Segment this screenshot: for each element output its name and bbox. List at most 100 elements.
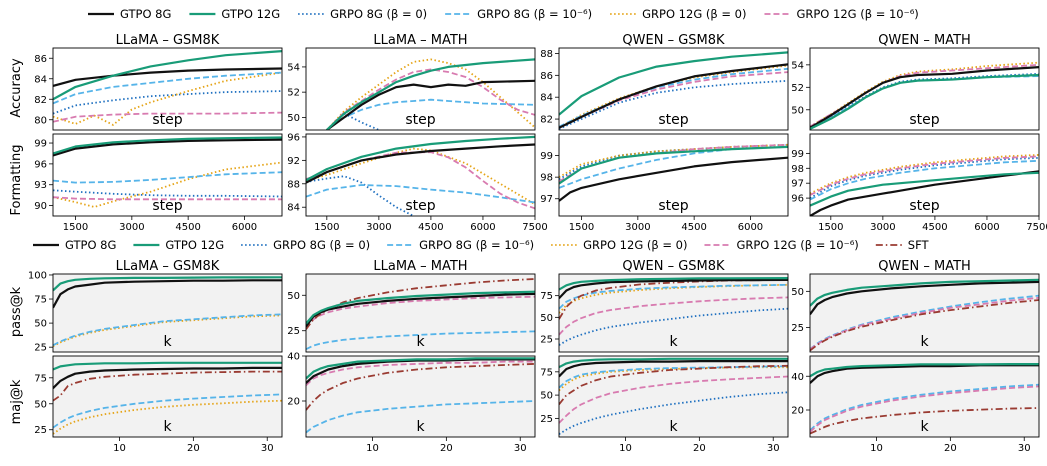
panel-title: LLaMA – GSM8K — [116, 33, 220, 48]
panel-accuracy-3: 50 52 54 step QWEN – MATH — [791, 33, 1040, 131]
legend-label: GRPO 12G (β = 0) — [642, 7, 746, 21]
x-axis-label: step — [658, 198, 688, 214]
legend-label: GTPO 8G — [65, 238, 116, 252]
y-tick-label: 86 — [34, 54, 47, 65]
y-tick-label: 75 — [34, 373, 47, 384]
series-line-gtpo-12g — [559, 145, 788, 185]
y-tick-label: 84 — [540, 93, 553, 104]
legend-item-grpo-8g-0: GRPO 8G (β = 0) — [241, 238, 370, 252]
series-line-grpo-12g-b6 — [559, 71, 788, 129]
panel-formatting-1: 84 88 92 96 1500 3000 4500 6000 7500 step — [287, 132, 547, 233]
y-tick-label: 84 — [34, 74, 47, 85]
y-tick-label: 25 — [34, 343, 47, 354]
y-tick-label: 75 — [540, 291, 553, 302]
series-line-grpo-8g-b0 — [559, 391, 788, 435]
series-group — [810, 363, 1039, 435]
series-group — [559, 277, 788, 346]
axes-frame — [809, 355, 1040, 438]
plot-background — [306, 356, 535, 437]
y-tick-label: 80 — [34, 115, 47, 126]
series-line-grpo-12g-b6 — [306, 295, 535, 329]
series-group — [306, 135, 535, 216]
x-tick-label: 3000 — [625, 222, 650, 233]
series-group — [306, 357, 535, 434]
legend-item-grpo-12g-0: GRPO 12G (β = 0) — [551, 238, 687, 252]
series-line-gtpo-8g — [810, 280, 1039, 316]
series-line-grpo-12g-b6 — [810, 155, 1039, 196]
y-tick-label: 50 — [287, 113, 300, 124]
axes-frame — [809, 47, 1040, 131]
y-tick-label: 50 — [34, 399, 47, 410]
x-axis-label: k — [669, 334, 678, 350]
legend-item-grpo-12g-10: GRPO 12G (β = 10⁻⁶) — [764, 7, 919, 21]
x-tick-label: 4500 — [175, 222, 200, 233]
axes-frame — [305, 47, 536, 131]
series-line-grpo-12g-b0 — [53, 399, 282, 435]
series-group — [53, 136, 282, 208]
y-tick-label: 99 — [540, 151, 553, 162]
series-line-grpo-8g-b6 — [53, 313, 282, 347]
series-line-gtpo-8g — [559, 156, 788, 202]
panel-title: QWEN – GSM8K — [622, 259, 725, 274]
series-line-grpo-12g-b6 — [810, 296, 1039, 350]
series-line-gtpo-8g — [559, 360, 788, 378]
legend-label: GRPO 8G (β = 0) — [273, 238, 370, 252]
panel-title: LLaMA – MATH — [373, 259, 467, 274]
legend-bottom: GTPO 8G GTPO 12G GRPO 8G (β = 0) GRPO 8G (β… — [33, 238, 930, 252]
x-tick-label: 1500 — [63, 222, 88, 233]
x-axis-label: step — [658, 112, 688, 128]
row-label-accuracy: Accuracy — [9, 58, 24, 118]
axes-frame — [809, 133, 1040, 217]
series-line-grpo-8g-b6 — [326, 98, 535, 130]
x-tick-label: 30 — [767, 443, 780, 454]
panel-formatting-0: 90 93 96 99 1500 3000 4500 6000 step — [34, 133, 283, 233]
y-tick-label: 40 — [287, 352, 300, 363]
series-line-gtpo-12g — [326, 58, 535, 130]
series-line-grpo-12g-b0 — [810, 154, 1039, 195]
y-tick-label: 25 — [540, 414, 553, 425]
series-line-gtpo-12g — [559, 277, 788, 291]
series-line-gtpo-12g — [810, 73, 1039, 130]
x-axis-label: k — [920, 334, 929, 350]
series-line-gtpo-8g — [810, 170, 1039, 216]
series-line-sft — [53, 370, 282, 402]
axes-frame — [52, 133, 283, 217]
panel-title: QWEN – MATH — [878, 259, 971, 274]
panel-formatting-3: 96 97 98 99 1500 3000 4500 6000 7500 step — [791, 133, 1047, 233]
series-line-grpo-8g-b0 — [306, 175, 415, 216]
series-line-grpo-12g-b0 — [53, 314, 282, 348]
y-tick-label: 99 — [791, 149, 804, 160]
y-tick-label: 84 — [287, 203, 300, 214]
panel-title: QWEN – GSM8K — [622, 33, 725, 48]
legend-label: GRPO 12G (β = 0) — [583, 238, 687, 252]
series-line-grpo-8g-b0 — [53, 90, 282, 115]
x-axis-label: k — [920, 419, 929, 435]
y-tick-label: 50 — [791, 287, 804, 298]
x-tick-label: 3000 — [366, 222, 391, 233]
series-group — [53, 361, 282, 435]
x-axis-label: k — [669, 419, 678, 435]
panel-accuracy-2: 82 84 86 88 step QWEN – GSM8K — [540, 33, 789, 131]
y-tick-label: 97 — [540, 194, 553, 205]
series-line-grpo-8g-b0 — [326, 112, 380, 130]
row-label-passk: pass@k — [9, 286, 24, 337]
x-tick-label: 30 — [1018, 443, 1031, 454]
y-tick-label: 25 — [287, 326, 300, 337]
legend-item-grpo-8g-0: GRPO 8G (β = 0) — [298, 7, 427, 21]
series-line-gtpo-8g — [326, 79, 535, 130]
series-line-grpo-12g-b6 — [559, 296, 788, 336]
x-tick-label: 1500 — [569, 222, 594, 233]
x-tick-label: 10 — [870, 443, 883, 454]
x-tick-label: 6000 — [738, 222, 763, 233]
y-tick-label: 90 — [34, 201, 47, 212]
axes-frame — [52, 355, 283, 438]
series-line-sft — [810, 299, 1039, 352]
series-line-grpo-12g-b6 — [53, 196, 282, 201]
x-tick-label: 20 — [944, 443, 957, 454]
series-line-grpo-8g-b0 — [559, 143, 788, 181]
series-line-grpo-8g-b6 — [53, 171, 282, 184]
series-group — [810, 154, 1039, 216]
series-line-gtpo-12g — [53, 276, 282, 292]
y-tick-label: 54 — [287, 62, 300, 73]
y-tick-label: 93 — [34, 180, 47, 191]
